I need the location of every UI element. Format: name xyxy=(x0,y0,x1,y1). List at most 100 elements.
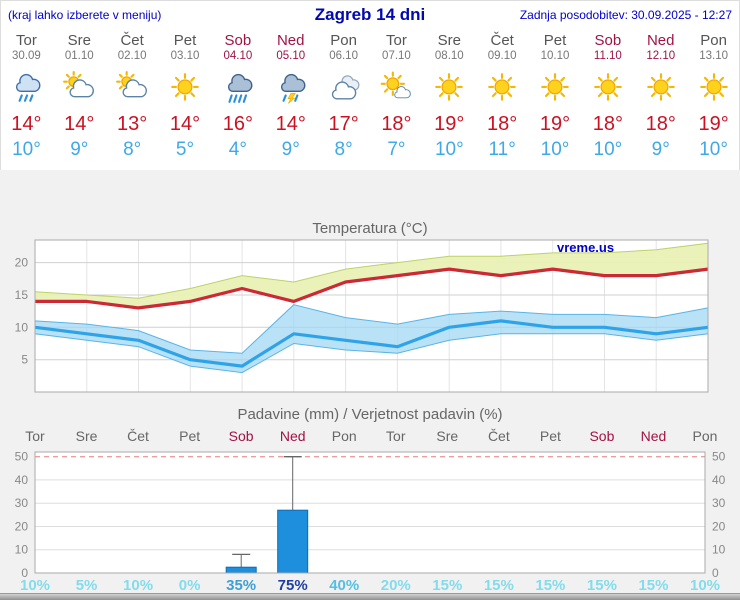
day-name: Tor xyxy=(386,32,407,49)
sunny-icon xyxy=(165,70,205,106)
svg-text:20: 20 xyxy=(15,256,29,270)
low-temp: 10° xyxy=(434,139,464,160)
page-title: Zagreb 14 dni xyxy=(314,5,426,24)
svg-text:20: 20 xyxy=(15,520,29,534)
day-date: 04.10 xyxy=(223,50,253,62)
precip-probability: 5% xyxy=(75,577,98,594)
precip-chart-title: Padavine (mm) / Verjetnost padavin (%) xyxy=(237,406,503,423)
day-date: 01.10 xyxy=(64,50,94,62)
high-temp: 19° xyxy=(539,113,571,135)
forecast-day-9: Sre 08.10 19° 10° xyxy=(423,32,476,170)
precip-probability: 15% xyxy=(638,577,669,594)
day-name: Tor xyxy=(16,32,37,49)
day-date: 03.10 xyxy=(170,50,200,62)
high-temp: 18° xyxy=(592,113,623,135)
low-temp: 9° xyxy=(70,139,89,160)
day-name: Sob xyxy=(224,32,252,49)
precip-day-label: Ned xyxy=(640,428,667,444)
day-date: 13.10 xyxy=(699,50,728,62)
forecast-day-11: Pet 10.10 19° 10° xyxy=(529,32,582,170)
sunny-icon xyxy=(641,70,681,106)
precip-day-labels: Tor Sre Čet Pet Sob Ned Pon Tor Sre Čet Pet Sob Ned P… xyxy=(0,428,740,446)
high-temp: 14° xyxy=(169,113,201,135)
cloudy-icon xyxy=(324,70,364,106)
precip-probability: 15% xyxy=(535,577,566,594)
day-date: 08.10 xyxy=(434,50,464,62)
low-temp: 8° xyxy=(334,139,353,160)
svg-text:0: 0 xyxy=(21,566,28,580)
forecast-day-6: Ned 05.10 14° 9° xyxy=(264,32,317,170)
mostly-sunny-icon xyxy=(376,70,416,106)
high-temp: 13° xyxy=(117,113,148,135)
svg-text:5: 5 xyxy=(21,353,28,367)
precip-probability: 15% xyxy=(483,577,514,594)
day-name: Čet xyxy=(120,32,144,49)
day-date: 07.10 xyxy=(382,50,411,62)
precip-day-label: Pet xyxy=(539,428,561,444)
precip-probability-row: 10% 5% 10% 0% 35% 75% 40% 20% 15% 15% 15% 15% 15% 10% xyxy=(0,577,740,594)
sunny-icon xyxy=(535,70,575,106)
svg-text:10: 10 xyxy=(15,543,29,557)
forecast-day-2: Sre 01.10 14° 9° xyxy=(53,32,106,170)
high-temp: 14° xyxy=(64,113,95,135)
precip-day-label: Tor xyxy=(386,428,406,444)
forecast-day-1: Tor 30.09 14° 10° xyxy=(0,32,53,170)
forecast-day-10: Čet 09.10 18° 11° xyxy=(476,32,529,170)
precip-probability: 10% xyxy=(689,577,721,594)
precipitation-chart: 0 0 10 10 20 20 30 30 40 40 50 50 xyxy=(15,450,726,580)
high-temp: 18° xyxy=(381,113,412,135)
low-temp: 9° xyxy=(651,139,670,160)
partly-cloudy-icon xyxy=(112,70,152,106)
svg-text:10: 10 xyxy=(712,543,726,557)
precip-probability: 10% xyxy=(123,577,154,594)
low-temp: 9° xyxy=(281,139,300,160)
day-name: Sre xyxy=(437,32,461,49)
low-temp: 10° xyxy=(540,139,570,160)
high-temp: 19° xyxy=(698,113,729,135)
sunny-icon xyxy=(429,70,469,106)
low-temp: 7° xyxy=(387,139,406,160)
day-name: Pon xyxy=(330,32,357,49)
day-date: 10.10 xyxy=(540,50,570,62)
day-name: Ned xyxy=(646,32,675,49)
svg-text:20: 20 xyxy=(712,520,726,534)
svg-text:30: 30 xyxy=(15,496,29,510)
precip-probability: 15% xyxy=(586,577,617,594)
svg-text:30: 30 xyxy=(712,496,726,510)
svg-text:15: 15 xyxy=(15,288,29,302)
bottom-scrollbar[interactable] xyxy=(0,593,740,600)
svg-text:40: 40 xyxy=(712,473,726,487)
forecast-day-14: Pon 13.10 19° 10° xyxy=(687,32,740,170)
low-temp: 4° xyxy=(228,139,247,160)
low-temp: 11° xyxy=(488,139,516,160)
watermark[interactable]: vreme.us xyxy=(557,240,614,255)
high-temp: 17° xyxy=(328,113,359,135)
heavy-rain-icon xyxy=(218,70,258,106)
day-name: Ned xyxy=(276,32,305,49)
day-name: Sob xyxy=(594,32,622,49)
low-temp: 5° xyxy=(175,139,195,160)
high-temp: 14° xyxy=(275,113,306,135)
day-date: 30.09 xyxy=(12,50,41,62)
day-name: Sre xyxy=(67,32,91,49)
forecast-row: Tor 30.09 14° 10° Sre 01.10 14° 9° Čet 02.10 13° 8°… xyxy=(0,32,740,170)
precip-day-label: Pon xyxy=(331,428,357,444)
day-date: 06.10 xyxy=(329,50,358,62)
day-name: Pet xyxy=(543,32,567,49)
chart-region: Temperatura (°C) 5 10 15 20 vreme.us Padavin… xyxy=(0,170,740,594)
precip-probability: 20% xyxy=(380,577,411,594)
precip-probability: 75% xyxy=(277,577,308,594)
precip-day-label: Pon xyxy=(692,428,718,444)
temperature-chart-title: Temperatura (°C) xyxy=(312,220,428,237)
high-temp: 16° xyxy=(222,113,253,135)
high-temp: 18° xyxy=(487,113,518,135)
precip-probability: 35% xyxy=(226,577,257,594)
day-name: Čet xyxy=(490,32,514,49)
svg-text:10: 10 xyxy=(15,320,29,334)
svg-text:40: 40 xyxy=(15,473,29,487)
forecast-day-13: Ned 12.10 18° 9° xyxy=(634,32,687,170)
precip-probability: 40% xyxy=(329,577,360,594)
precip-probability: 10% xyxy=(19,577,51,594)
forecast-day-12: Sob 11.10 18° 10° xyxy=(581,32,634,170)
low-temp: 8° xyxy=(123,139,142,160)
